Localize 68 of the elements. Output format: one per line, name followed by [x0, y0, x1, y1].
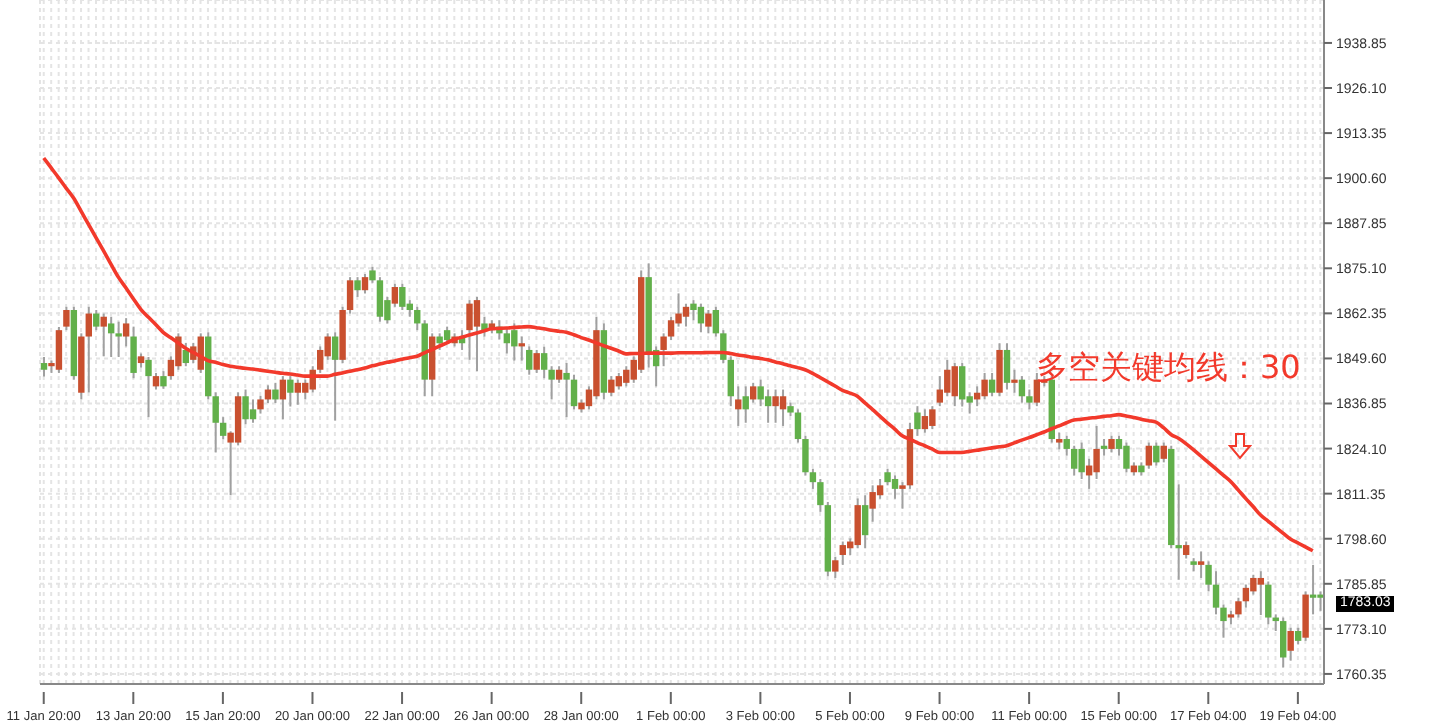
candlestick: [279, 375, 287, 421]
candlestick: [623, 365, 630, 388]
candlestick: [1018, 375, 1026, 404]
candlestick: [839, 540, 846, 566]
candlestick: [1309, 563, 1317, 616]
candlestick: [242, 388, 249, 426]
candlestick: [981, 371, 988, 401]
candlestick: [361, 272, 369, 295]
candlestick: [1280, 616, 1287, 669]
candlestick: [1123, 441, 1130, 474]
candlestick: [1033, 371, 1041, 408]
candlestick: [107, 315, 115, 359]
candlestick: [115, 320, 122, 359]
candlestick: [944, 358, 951, 398]
candlestick: [1145, 441, 1153, 470]
candlestick: [145, 356, 152, 419]
candlestick: [959, 362, 966, 408]
candlestick: [40, 356, 48, 378]
candlestick: [63, 305, 70, 332]
candlestick: [511, 322, 518, 362]
candlestick: [861, 494, 869, 550]
candlestick: [93, 309, 100, 332]
candlestick: [100, 312, 107, 358]
candlestick: [779, 388, 787, 427]
candlestick: [399, 282, 406, 312]
candlestick: [1197, 550, 1205, 579]
candlestick: [1003, 342, 1011, 391]
candlestick: [376, 276, 384, 323]
candlestick: [951, 362, 958, 408]
candlestick: [540, 345, 548, 380]
candlestick: [294, 378, 302, 406]
candlestick: [1070, 444, 1078, 477]
candlestick: [526, 345, 533, 376]
candlestick: [331, 331, 339, 422]
candlestick: [1317, 590, 1324, 612]
candlestick: [354, 276, 361, 298]
candlestick: [1153, 441, 1160, 467]
candlestick: [391, 282, 399, 308]
candlestick: [697, 302, 705, 334]
candlestick: [854, 497, 861, 550]
candlestick: [705, 309, 712, 335]
candlestick: [130, 325, 137, 380]
candlestick: [302, 378, 309, 401]
line-series: [41, 156, 1315, 553]
candlestick: [1287, 626, 1294, 662]
candlestick: [503, 327, 511, 355]
candlestick: [1257, 570, 1265, 617]
candlestick: [742, 385, 749, 424]
candlestick: [929, 405, 936, 431]
candlestick: [563, 362, 570, 419]
candlestick: [518, 335, 525, 362]
candlestick: [533, 348, 540, 374]
candlestick: [85, 305, 92, 394]
annotation: 多空关键均线：30: [1036, 348, 1301, 390]
candlestick: [287, 375, 294, 408]
candlestick: [1011, 368, 1018, 394]
candlestick: [996, 342, 1003, 398]
candlestick: [988, 371, 996, 398]
candlestick: [55, 325, 63, 374]
candlestick: [772, 388, 779, 424]
candlestick: [272, 381, 279, 404]
candlestick: [414, 305, 421, 332]
candlestick: [473, 295, 481, 373]
candlestick: [921, 408, 929, 434]
candlestick: [608, 375, 615, 398]
candlestick: [1242, 583, 1250, 609]
candlestick: [764, 388, 772, 424]
candlestick: [249, 398, 257, 424]
